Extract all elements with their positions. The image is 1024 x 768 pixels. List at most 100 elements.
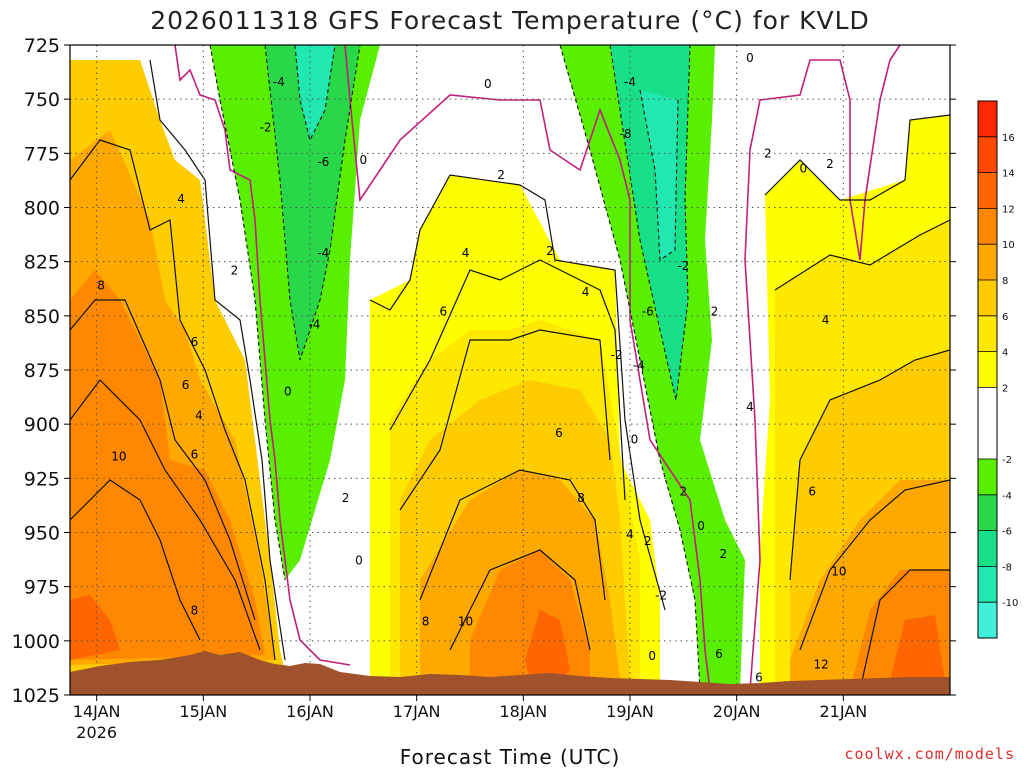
colorbar-tick-label: 6 xyxy=(1002,312,1008,323)
colorbar-frame xyxy=(977,100,998,639)
x-tick-label: 21JAN xyxy=(819,702,867,721)
x-tick-label: 14JAN xyxy=(73,702,121,721)
contour-label: 2 xyxy=(342,491,350,505)
colorbar-segment-12 xyxy=(978,136,997,173)
contour-line-8-center xyxy=(419,469,606,601)
colorbar-tick-label: 10 xyxy=(1002,240,1015,251)
contour-label: 2 xyxy=(826,157,834,171)
contour-line-neg2-right xyxy=(559,45,701,691)
contour-label: 0 xyxy=(697,519,705,533)
band-cyan-upper-left xyxy=(295,45,335,140)
terrain-surface xyxy=(70,651,950,695)
contour-line-8-left xyxy=(70,379,261,651)
contour-label: 0 xyxy=(360,153,368,167)
contour-label: -4 xyxy=(308,318,320,332)
colorbar-segment-13 xyxy=(978,101,997,137)
contour-label: 6 xyxy=(440,305,448,319)
contour-label: 8 xyxy=(577,491,585,505)
contour-label: -2 xyxy=(655,588,667,602)
colorbar-tick-label: -4 xyxy=(1002,491,1012,502)
colorbar-tick-label: 16 xyxy=(1002,133,1015,144)
colorbar-segment-0 xyxy=(978,602,997,638)
y-tick-label: 925 xyxy=(24,468,60,490)
contour-label: 6 xyxy=(182,378,190,392)
contour-label: 4 xyxy=(177,192,185,206)
y-tick-label: 975 xyxy=(24,577,60,599)
x-axis: 14JAN 15JAN 16JAN 17JAN 18JAN 19JAN 20JAN 21JAN… xyxy=(73,695,867,742)
contour-label: -2 xyxy=(611,348,623,362)
contour-label: -2 xyxy=(260,120,272,134)
contour-line-4-right xyxy=(774,219,950,291)
contour-line-10-center xyxy=(449,549,591,651)
contour-label: 0 xyxy=(284,385,292,399)
plot-area: -4-2-6 000-4-8-4-404286646108422466810802… xyxy=(70,45,950,695)
contour-label: 6 xyxy=(191,448,199,462)
colorbar-segment-1 xyxy=(978,566,997,603)
x-year-label: 2026 xyxy=(76,723,117,742)
y-tick-label: 800 xyxy=(24,198,60,220)
contour-label: 6 xyxy=(808,484,816,498)
contour-label: 4 xyxy=(195,409,203,423)
contour-label: 2 xyxy=(546,244,554,258)
contour-label: 6 xyxy=(755,671,763,685)
contour-label: -4 xyxy=(273,75,285,89)
zero-isotherm-layer xyxy=(174,45,901,691)
y-axis: 7257507758008258508759009259509751000102… xyxy=(12,35,956,707)
contour-label: 2 xyxy=(680,484,688,498)
colorbar-segment-11 xyxy=(978,172,997,209)
band-red-right xyxy=(890,615,945,680)
contour-label: 0 xyxy=(631,432,639,446)
y-tick-label: 850 xyxy=(24,306,60,328)
contour-line-neg4-right xyxy=(609,45,691,401)
contour-label: 0 xyxy=(800,162,808,176)
y-tick-label: 825 xyxy=(24,252,60,274)
contour-label: 0 xyxy=(648,649,656,663)
contour-line-2-center xyxy=(369,174,666,611)
colorbar-tick-label: -10 xyxy=(1002,598,1018,609)
colorbar-segment-3 xyxy=(978,494,997,531)
contour-label: 6 xyxy=(715,647,723,661)
contour-label: 4 xyxy=(582,285,590,299)
contour-label: -6 xyxy=(642,305,654,319)
contour-label: 8 xyxy=(422,614,430,628)
colorbar-segment-6 xyxy=(978,351,997,388)
y-tick-label: 875 xyxy=(24,360,60,382)
zero-isotherm-mid xyxy=(344,45,711,691)
credit-text: coolwx.com/models xyxy=(844,745,1015,763)
contour-label: 0 xyxy=(355,554,363,568)
y-tick-label: 750 xyxy=(24,89,60,111)
y-tick-label: 900 xyxy=(24,414,60,436)
zero-isotherm-left xyxy=(174,45,351,666)
contour-label: 6 xyxy=(555,426,563,440)
band-deep-orange-left xyxy=(70,270,265,660)
contour-label: -4 xyxy=(317,246,329,260)
y-tick-label: 1000 xyxy=(12,631,60,653)
colorbar-tick-label: 14 xyxy=(1002,169,1015,180)
y-tick-label: 1025 xyxy=(12,685,60,707)
contour-line-2-right xyxy=(764,114,950,201)
band-cyan-right xyxy=(640,90,678,260)
contour-label: 2 xyxy=(644,534,652,548)
grid xyxy=(70,45,950,695)
band-green-right xyxy=(560,45,745,690)
contour-label: 2 xyxy=(720,547,728,561)
contour-label: 8 xyxy=(191,604,199,618)
contour-line-4-left xyxy=(70,139,276,661)
contour-label: 10 xyxy=(111,450,126,464)
chart-title: 2026011318 GFS Forecast Temperature (°C)… xyxy=(150,6,870,35)
contour-line-6-right xyxy=(789,349,950,581)
contour-line-10-right xyxy=(859,569,950,691)
contour-label: -6 xyxy=(317,155,329,169)
contour-line-8-right xyxy=(799,479,950,651)
colorbar-tick-label: -8 xyxy=(1002,562,1012,573)
colorbar-segment-4 xyxy=(978,459,997,495)
colorbar-segment-9 xyxy=(978,244,997,280)
contour-label: -8 xyxy=(620,127,632,141)
x-tick-label: 17JAN xyxy=(393,702,441,721)
contour-label: 0 xyxy=(746,51,754,65)
x-axis-label: Forecast Time (UTC) xyxy=(400,745,621,768)
contour-label: 10 xyxy=(831,565,846,579)
contour-label: 6 xyxy=(191,335,199,349)
contour-label: 0 xyxy=(484,77,492,91)
colorbar-tick-label: -2 xyxy=(1002,455,1012,466)
